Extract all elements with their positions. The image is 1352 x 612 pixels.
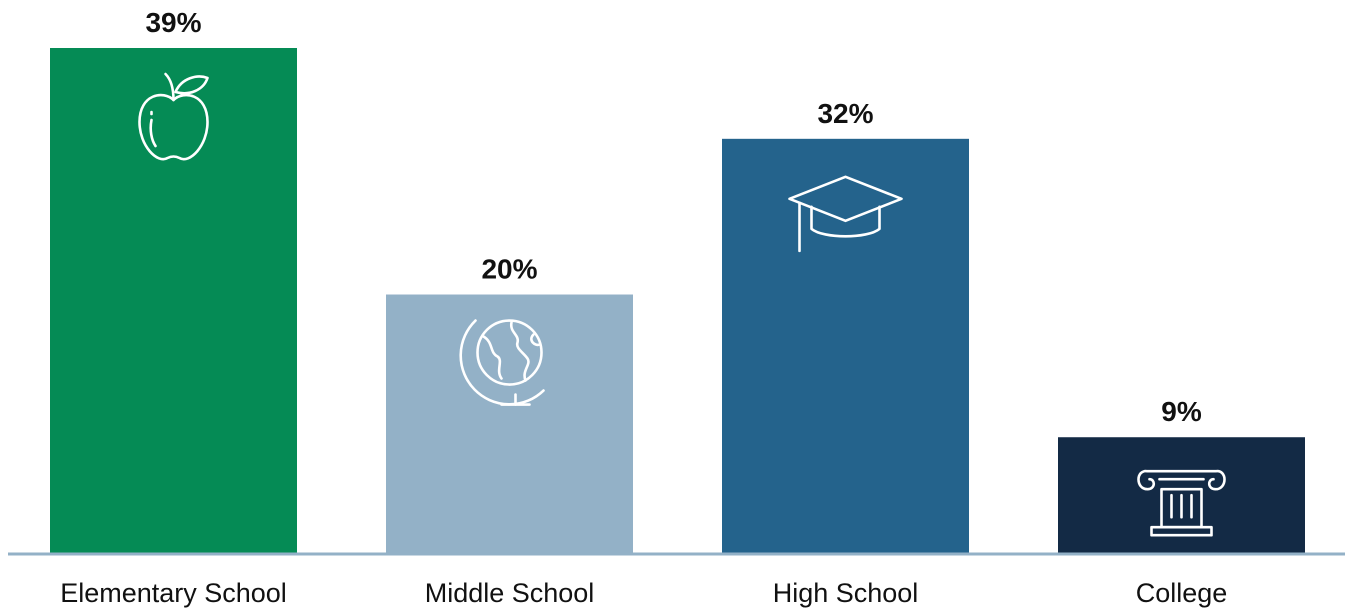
category-labels: Elementary School Middle School High Schoo… [60, 578, 1227, 608]
category-label: College [1136, 578, 1228, 608]
value-label: 20% [481, 254, 537, 285]
value-labels: 39% 20% 32% 9% [145, 7, 1201, 427]
bar-elementary-school [50, 48, 297, 554]
graduation-cap-icon [788, 175, 903, 253]
apple-icon [138, 72, 209, 161]
bar-high-school [722, 138, 969, 555]
category-label: High School [773, 578, 919, 608]
column-icon [1137, 469, 1226, 537]
bars [50, 48, 1305, 555]
category-label: Elementary School [60, 578, 287, 608]
globe-icon [459, 319, 545, 406]
category-label: Middle School [425, 578, 595, 608]
value-label: 39% [145, 7, 201, 38]
bar-middle-school [386, 294, 633, 554]
bar-icons [138, 72, 1226, 537]
value-label: 32% [817, 98, 873, 129]
value-label: 9% [1161, 396, 1202, 427]
